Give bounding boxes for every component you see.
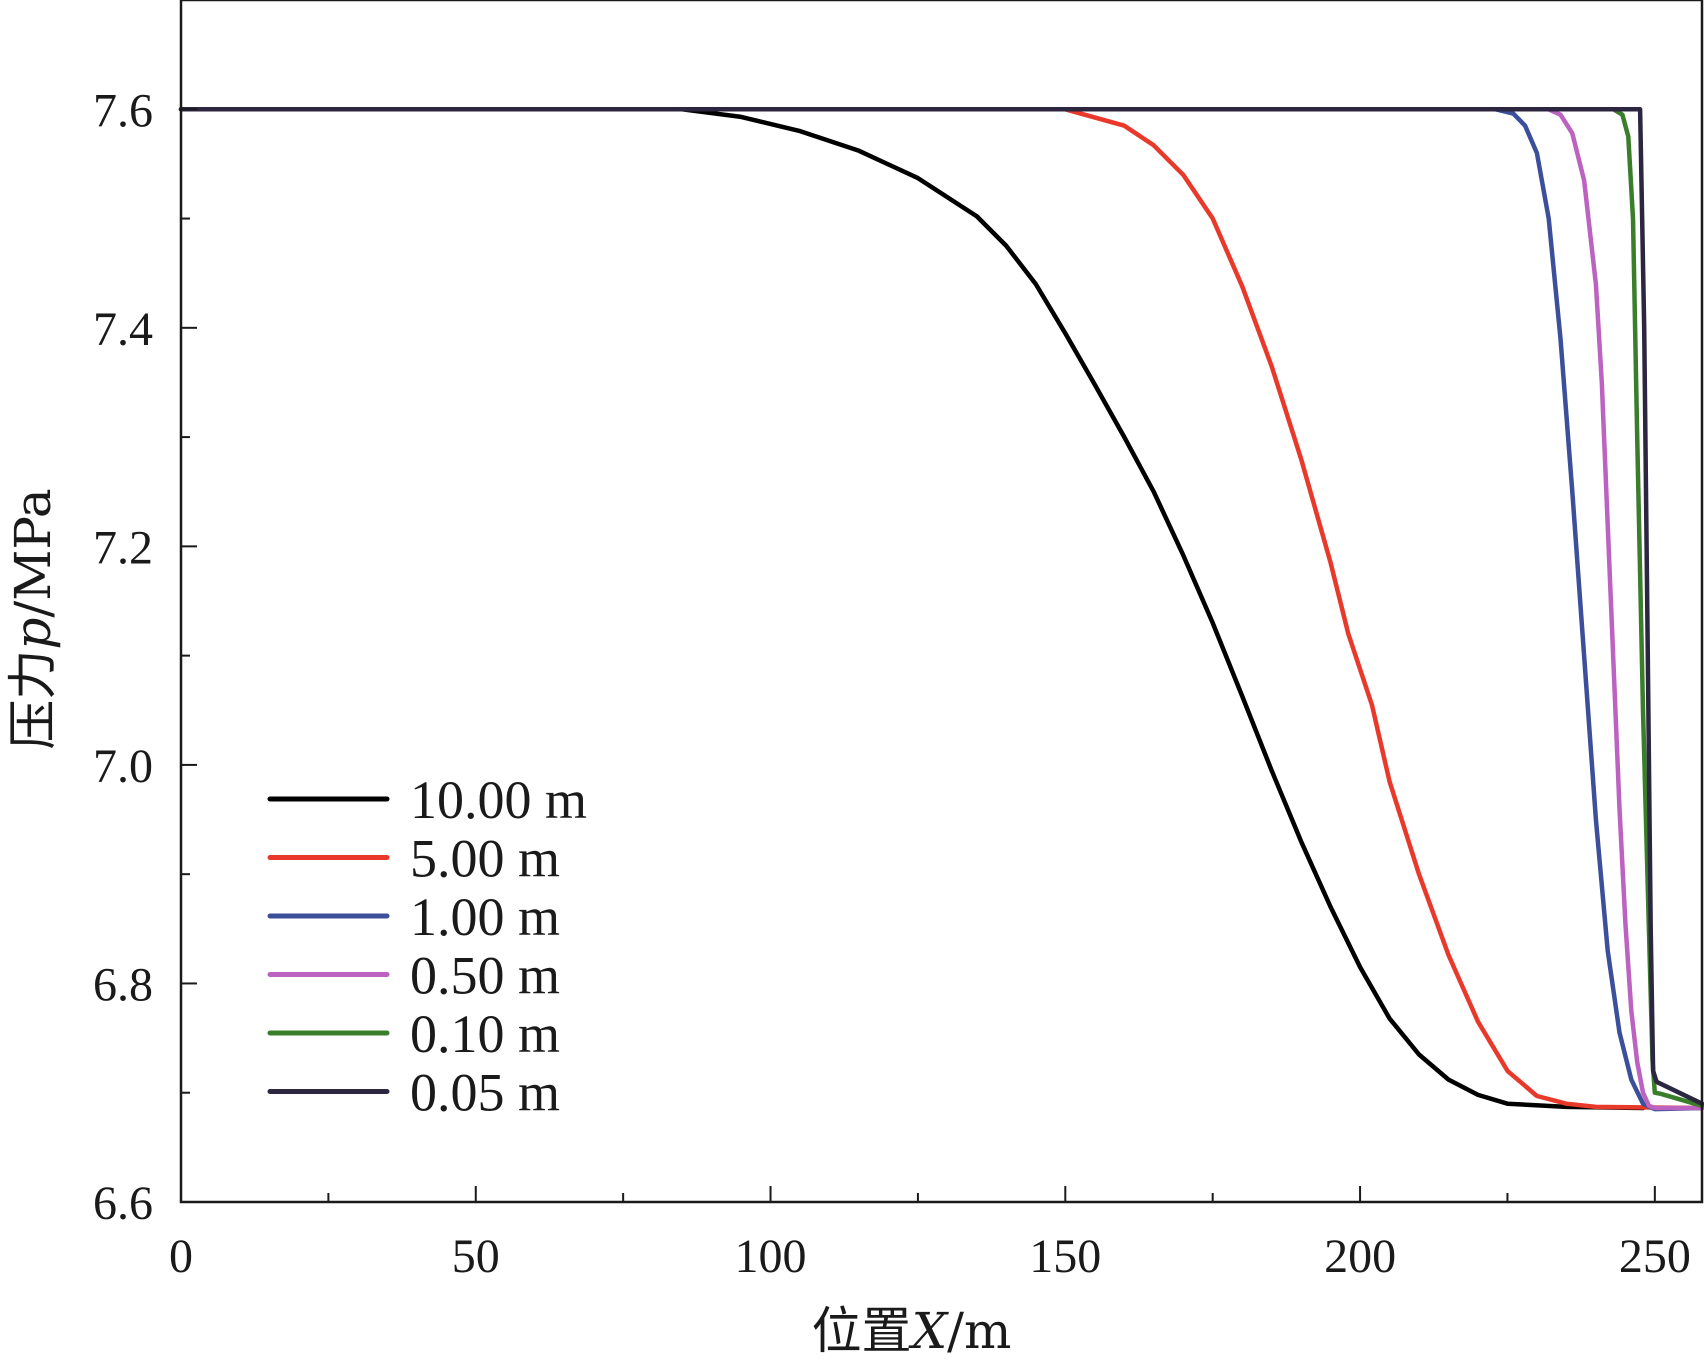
y-tick-label: 7.2 <box>93 521 153 574</box>
x-tick-label: 250 <box>1619 1230 1691 1283</box>
series-line-2 <box>178 107 1704 1112</box>
legend-label-2: 1.00 m <box>410 887 560 947</box>
x-tick-label: 150 <box>1029 1230 1101 1283</box>
y-axis-title-var: p <box>4 618 62 650</box>
y-tick-label: 7.6 <box>93 84 153 137</box>
y-axis-title: 压力p/MPa <box>4 488 62 749</box>
series-layer <box>178 107 1704 1112</box>
y-axis-title-unit: /MPa <box>4 488 62 617</box>
legend-label-3: 0.50 m <box>410 946 560 1006</box>
legend-label-0: 10.00 m <box>410 770 587 830</box>
legend: 10.00 m5.00 m1.00 m0.50 m0.10 m0.05 m <box>267 770 587 1123</box>
y-tick-label: 7.4 <box>93 303 153 356</box>
tick-label-layer: 0 50 100 150 200 250 6.6 6.8 7.0 7.2 7.4 7.6 <box>93 84 1691 1283</box>
series-line-5 <box>178 107 1704 1106</box>
x-tick-label: 0 <box>169 1230 193 1283</box>
series-line-3 <box>178 107 1704 1111</box>
x-axis-title-var: X <box>908 1302 950 1360</box>
plot-frame <box>179 0 1704 1204</box>
x-tick-label: 50 <box>452 1230 500 1283</box>
series-line-1 <box>178 107 1704 1111</box>
legend-label-5: 0.05 m <box>410 1063 560 1123</box>
tick-layer <box>180 108 1656 1203</box>
x-axis-title-prefix: 位置 <box>812 1302 912 1360</box>
legend-label-4: 0.10 m <box>410 1004 560 1064</box>
y-tick-label: 6.6 <box>93 1177 153 1230</box>
series-line-0 <box>178 107 1646 1111</box>
x-tick-label: 200 <box>1324 1230 1396 1283</box>
legend-label-1: 5.00 m <box>410 829 560 889</box>
y-tick-label: 7.0 <box>93 740 153 793</box>
x-axis-title-unit: /m <box>947 1302 1011 1360</box>
y-tick-label: 6.8 <box>93 958 153 1011</box>
y-axis-title-prefix: 压力 <box>4 650 62 750</box>
x-tick-label: 100 <box>735 1230 807 1283</box>
x-axis-title: 位置X/m <box>812 1302 1012 1360</box>
series-line-4 <box>178 107 1704 1109</box>
